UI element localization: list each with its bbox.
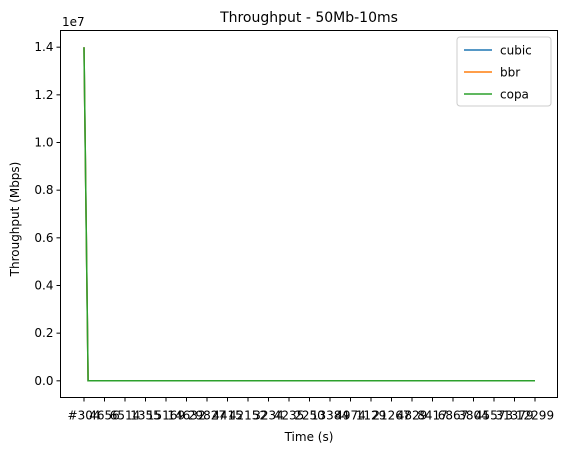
x-tick-label: 6514 — [110, 409, 141, 423]
x-tick-label: 4829 — [397, 409, 428, 423]
series-lines — [83, 47, 535, 382]
y-tick-label: 0.8 — [34, 183, 53, 197]
series-line-copa — [83, 47, 535, 382]
x-axis-label: Time (s) — [284, 430, 334, 444]
x-tick-label: 1355 — [130, 409, 161, 423]
y-offset-label: 1e7 — [62, 15, 85, 29]
x-tick-label: 13384 — [311, 409, 349, 423]
x-tick-label: 1129 — [356, 409, 387, 423]
x-tick-label: 21267 — [372, 409, 410, 423]
y-tick-label: 1.2 — [34, 88, 53, 102]
x-tick-label: 12299 — [516, 409, 554, 423]
x-tick-label: 15169 — [147, 409, 185, 423]
x-tick-label: 3804 — [458, 409, 489, 423]
legend-label-bbr: bbr — [500, 66, 520, 80]
x-tick-label: #304 — [68, 409, 101, 423]
x-tick-label: 42152 — [229, 409, 267, 423]
x-tick-label: 2250 — [294, 409, 325, 423]
y-tick-label: 1.0 — [34, 136, 53, 150]
legend-label-copa: copa — [500, 88, 529, 102]
legend-frame — [456, 36, 552, 107]
y-axis-label: Throughput (Mbps) — [8, 162, 22, 278]
x-tick-label: 4415 — [212, 409, 243, 423]
y-axis: 0.0 0.2 0.4 0.6 0.8 1.0 1.2 1.4 — [34, 40, 61, 388]
y-tick-label: 0.4 — [34, 278, 53, 292]
chart-title: Throughput - 50Mb-10ms — [219, 10, 398, 26]
legend-items: cubic bbr copa — [464, 44, 532, 102]
x-tick-label: 4656 — [89, 409, 120, 423]
x-tick-label: 4974 — [335, 409, 366, 423]
x-tick-label: 3234 — [253, 409, 284, 423]
x-tick-label: 14632 — [167, 409, 205, 423]
y-tick-label: 0.2 — [34, 326, 53, 340]
x-tick-label: 29827 — [188, 409, 226, 423]
y-tick-label: 1.4 — [34, 40, 53, 54]
y-tick-label: 0.6 — [34, 231, 53, 245]
legend: cubic bbr copa — [456, 36, 552, 107]
x-axis: #304465665141355151691463229827441542152… — [68, 397, 554, 423]
legend-label-cubic: cubic — [500, 44, 532, 58]
x-tick-label: 8417 — [417, 409, 448, 423]
y-tick-label: 0.0 — [34, 374, 53, 388]
x-tick-label: 4235 — [274, 409, 305, 423]
x-tick-label: 45573 — [475, 409, 513, 423]
x-tick-label: 6867 — [438, 409, 469, 423]
x-tick-label: 31379 — [495, 409, 533, 423]
